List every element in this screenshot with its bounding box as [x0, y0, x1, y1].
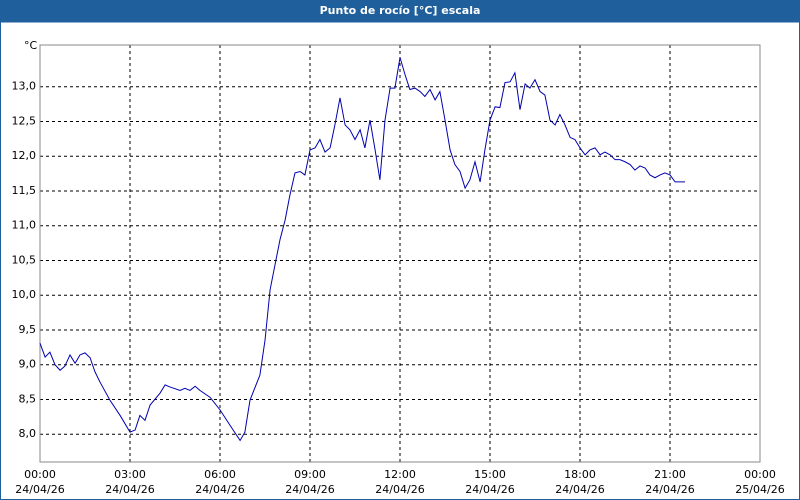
x-tick-date: 24/04/26	[15, 483, 64, 496]
y-tick-label: 8,5	[19, 392, 37, 405]
x-tick-date: 24/04/26	[285, 483, 334, 496]
x-tick-date: 24/04/26	[645, 483, 694, 496]
y-tick-label: 11,0	[12, 219, 37, 232]
y-tick-label: 9,0	[19, 358, 37, 371]
x-tick-label: 21:00	[654, 468, 686, 481]
x-tick-date: 24/04/26	[465, 483, 514, 496]
x-tick-date: 24/04/26	[105, 483, 154, 496]
x-tick-date: 24/04/26	[375, 483, 424, 496]
y-tick-label: 12,0	[12, 149, 37, 162]
x-tick-label: 06:00	[204, 468, 236, 481]
title-bar	[0, 0, 800, 22]
x-tick-date: 25/04/26	[735, 483, 784, 496]
x-tick-label: 18:00	[564, 468, 596, 481]
line-series	[39, 57, 685, 442]
x-tick-label: 09:00	[294, 468, 326, 481]
y-tick-label: 10,0	[12, 288, 37, 301]
x-tick-label: 15:00	[474, 468, 506, 481]
x-tick-label: 00:00	[744, 468, 776, 481]
y-tick-label: 13,0	[12, 80, 37, 93]
y-tick-label: 12,5	[12, 114, 37, 127]
x-tick-date: 24/04/26	[195, 483, 244, 496]
chart-title: Punto de rocío [°C] escala	[320, 4, 481, 17]
y-tick-label: 8,0	[19, 427, 37, 440]
plot-frame	[39, 44, 761, 463]
x-tick-date: 24/04/26	[555, 483, 604, 496]
x-tick-label: 12:00	[384, 468, 416, 481]
y-axis-label: °C	[24, 39, 38, 52]
x-tick-label: 00:00	[24, 468, 56, 481]
y-tick-label: 9,5	[19, 323, 37, 336]
y-tick-label: 11,5	[12, 184, 37, 197]
y-tick-label: 10,5	[12, 253, 37, 266]
x-tick-label: 03:00	[114, 468, 146, 481]
